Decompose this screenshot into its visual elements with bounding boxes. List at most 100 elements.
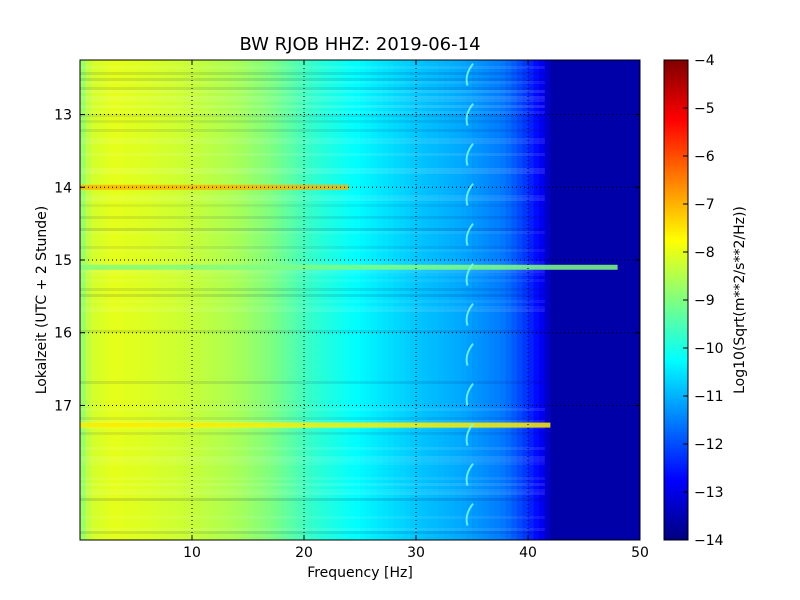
spectral-band	[438, 60, 445, 540]
spectral-band	[259, 60, 266, 540]
spectral-band	[197, 60, 204, 540]
spectral-band	[561, 60, 568, 540]
spectral-band	[628, 60, 635, 540]
grid-lines	[80, 60, 640, 540]
spectral-band	[505, 60, 512, 540]
spectral-band	[231, 60, 238, 540]
spectral-band	[270, 60, 277, 540]
time-row	[80, 78, 545, 81]
spectral-band	[404, 60, 411, 540]
spectral-band	[253, 60, 260, 540]
time-row	[80, 432, 545, 435]
time-row	[80, 294, 545, 297]
spectral-band	[136, 60, 143, 540]
spectral-band	[332, 60, 339, 540]
spectral-band	[550, 60, 557, 540]
spectral-band	[343, 60, 350, 540]
spectral-band	[488, 60, 495, 540]
time-row	[80, 309, 545, 312]
event-streak	[80, 264, 618, 270]
spectral-band	[388, 60, 395, 540]
plot-frame	[79, 59, 641, 541]
colorbar-tick-label: −10	[694, 341, 724, 357]
spectral-band	[281, 60, 288, 540]
time-row	[80, 408, 545, 411]
spectral-band	[119, 60, 126, 540]
y-tick-label: 15	[54, 253, 72, 269]
time-row	[80, 99, 545, 102]
spectral-band	[315, 60, 322, 540]
spectral-band	[466, 60, 473, 540]
y-tick-label: 14	[54, 180, 72, 196]
colorbar-tick-label: −14	[694, 533, 724, 549]
x-tick-label: 10	[183, 545, 201, 561]
spectral-band	[242, 60, 249, 540]
spectral-band	[304, 60, 311, 540]
spectral-band	[410, 60, 417, 540]
spectral-band	[421, 60, 428, 540]
spectral-band	[528, 60, 535, 540]
time-row	[80, 447, 545, 450]
time-row	[80, 195, 545, 198]
time-row	[80, 138, 545, 141]
time-row	[80, 492, 545, 495]
time-row	[80, 489, 545, 492]
spectral-band	[113, 60, 120, 540]
chart-title: BW RJOB HHZ: 2019-06-14	[239, 34, 480, 55]
spectral-band	[567, 60, 574, 540]
colorbar-tick-label: −11	[694, 389, 724, 405]
spectral-band	[292, 60, 299, 540]
time-row	[80, 90, 545, 93]
time-row	[80, 528, 545, 531]
spectral-band	[500, 60, 507, 540]
time-row	[80, 120, 545, 123]
time-row	[80, 171, 545, 174]
spectral-band	[348, 60, 355, 540]
spectral-band	[444, 60, 451, 540]
spectral-band	[584, 60, 591, 540]
time-row	[80, 279, 545, 282]
spectral-band	[494, 60, 501, 540]
time-row	[80, 114, 545, 117]
spectral-band	[264, 60, 271, 540]
spectral-band	[214, 60, 221, 540]
time-row	[80, 72, 545, 75]
time-row	[80, 261, 545, 264]
time-row	[80, 516, 545, 519]
y-axis-ticks: 13 14 15 16 17	[54, 108, 640, 414]
event-streak	[80, 422, 551, 428]
spectral-band	[578, 60, 585, 540]
time-row	[80, 306, 545, 309]
spectral-band	[102, 60, 109, 540]
time-row	[80, 249, 545, 252]
event-streak	[80, 184, 349, 190]
colorbar-tick-label: −12	[694, 437, 724, 453]
time-row	[80, 216, 545, 219]
colorbar-label: Log10(Sqrt(m**2/s**2/Hz))	[732, 206, 748, 394]
spectral-band	[91, 60, 98, 540]
time-row	[80, 381, 545, 384]
colorbar-tick-label: −4	[694, 53, 715, 69]
spectral-band	[220, 60, 227, 540]
time-row	[80, 498, 545, 501]
time-row	[80, 288, 545, 291]
spectral-band	[634, 60, 640, 540]
time-row	[80, 270, 545, 273]
colorbar-ticks: −4 −5 −6 −7 −8 −9 −10 −11 −12 −13 −14	[683, 53, 724, 549]
spectral-band	[326, 60, 333, 540]
spectral-band	[108, 60, 115, 540]
colorbar-tick-label: −7	[694, 197, 715, 213]
spectral-band	[124, 60, 131, 540]
time-row	[80, 81, 545, 84]
spectral-band	[276, 60, 283, 540]
colorbar-tick-label: −8	[694, 245, 715, 261]
time-row	[80, 87, 545, 90]
spectral-band	[365, 60, 372, 540]
time-row	[80, 246, 545, 249]
y-tick-label: 17	[54, 398, 72, 414]
spectral-band	[427, 60, 434, 540]
spectral-band	[544, 60, 551, 540]
spectral-band	[141, 60, 148, 540]
spectral-band	[371, 60, 378, 540]
time-row	[80, 420, 545, 423]
